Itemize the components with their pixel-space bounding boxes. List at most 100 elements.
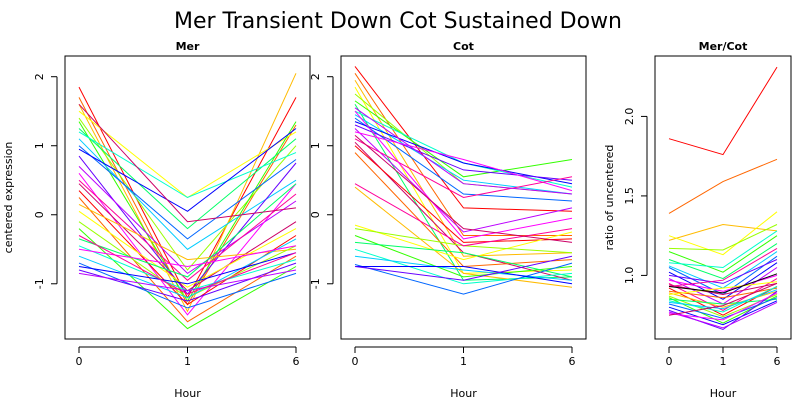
- series-line: [354, 255, 573, 281]
- plot-frame: [654, 55, 792, 340]
- series-line: [78, 128, 297, 230]
- series-line: [668, 235, 778, 273]
- y-tick-label: -1: [33, 278, 46, 289]
- series-line: [354, 255, 573, 281]
- series-line: [78, 262, 297, 309]
- series-line: [668, 158, 778, 214]
- series-line: [668, 301, 778, 329]
- series-line: [354, 114, 573, 195]
- series-line: [668, 224, 778, 251]
- y-tick-label: 1: [33, 142, 46, 149]
- series-line: [78, 197, 297, 323]
- series-line: [78, 269, 297, 292]
- series-line: [668, 223, 778, 241]
- series-line: [78, 73, 297, 313]
- y-tick-label: 2: [309, 73, 322, 80]
- y-tick-label: 2.0: [623, 108, 636, 126]
- series-line: [668, 251, 778, 289]
- series-line: [354, 73, 572, 236]
- x-tick-label: 0: [76, 355, 83, 368]
- x-axis-label: Hour: [710, 387, 737, 400]
- x-tick-label: 1: [184, 355, 191, 368]
- series-line: [668, 298, 778, 305]
- series-line: [354, 262, 573, 295]
- series-line: [78, 238, 297, 299]
- series-line: [668, 281, 778, 295]
- series-line: [78, 110, 297, 199]
- series-line: [668, 262, 778, 300]
- series-line: [354, 110, 573, 240]
- series-line: [668, 243, 778, 280]
- plot-frame: [340, 55, 587, 340]
- x-axis-label: Hour: [450, 387, 477, 400]
- panel-1: Mer 0 1 6 Hour -1 0 1 2 centered expression: [2, 40, 311, 400]
- y-tick-label: 0: [33, 211, 46, 218]
- series-line: [668, 289, 778, 310]
- series-line: [354, 241, 573, 278]
- series-line: [354, 145, 573, 243]
- series-line: [668, 300, 778, 326]
- series-line: [668, 247, 778, 287]
- series-line: [355, 266, 573, 285]
- x-tick-label: 0: [666, 355, 673, 368]
- panel-title: Mer: [176, 40, 200, 53]
- series-line: [354, 131, 573, 192]
- series-line: [78, 235, 297, 295]
- y-axis-label: ratio of uncentered: [603, 145, 616, 251]
- series-line: [78, 131, 297, 199]
- series-line: [354, 138, 573, 199]
- series-line: [78, 203, 297, 261]
- series-line: [78, 183, 297, 278]
- series-line: [78, 166, 297, 275]
- series-line: [78, 228, 297, 330]
- series-line: [354, 79, 573, 257]
- x-tick-label: 1: [460, 355, 467, 368]
- panel-2: Cot 0 1 6 Hour -1 0 1 2: [309, 40, 587, 400]
- series-line: [668, 66, 778, 156]
- series-line: [354, 128, 573, 233]
- series-line: [668, 211, 778, 256]
- series-line: [78, 262, 297, 302]
- series-line: [668, 230, 778, 269]
- y-axis-label: centered expression: [2, 142, 15, 254]
- series-line: [78, 117, 297, 271]
- x-tick-label: 0: [352, 355, 359, 368]
- series-line: [354, 124, 573, 181]
- series-line: [354, 183, 573, 247]
- panel-title: Cot: [453, 40, 474, 53]
- series-line: [668, 273, 778, 294]
- y-tick-label: 1: [309, 142, 322, 149]
- series-line: [668, 292, 778, 321]
- series-line: [78, 138, 297, 250]
- series-line: [354, 117, 573, 202]
- series-line: [78, 128, 297, 212]
- series-line: [354, 224, 573, 261]
- series-line: [668, 282, 778, 316]
- panel-3: Mer/Cot 0 1 6 Hour 1.0 1.5 2.0 ratio of uncenter…: [603, 40, 792, 400]
- series-line: [354, 186, 573, 288]
- series-line: [78, 145, 297, 240]
- x-tick-label: 6: [774, 355, 781, 368]
- y-tick-label: 1.5: [623, 187, 636, 205]
- y-tick-label: 1.0: [623, 267, 636, 285]
- series-line: [78, 179, 297, 281]
- figure-title: Mer Transient Down Cot Sustained Down: [174, 9, 622, 34]
- y-tick-label: -1: [309, 278, 322, 289]
- series-line: [78, 210, 297, 288]
- series-line: [668, 290, 778, 331]
- panel-title: Mer/Cot: [699, 40, 748, 53]
- series-line: [668, 290, 778, 308]
- x-tick-label: 6: [293, 355, 300, 368]
- series-line: [668, 259, 778, 284]
- plot-frame: [64, 55, 311, 340]
- series-line: [78, 172, 297, 316]
- x-tick-label: 6: [569, 355, 576, 368]
- y-tick-label: 2: [33, 73, 46, 80]
- series-line: [354, 235, 573, 278]
- series-line: [354, 107, 573, 195]
- x-tick-label: 1: [720, 355, 727, 368]
- series-line: [354, 66, 573, 212]
- x-axis-label: Hour: [174, 387, 201, 400]
- series-line: [78, 103, 297, 223]
